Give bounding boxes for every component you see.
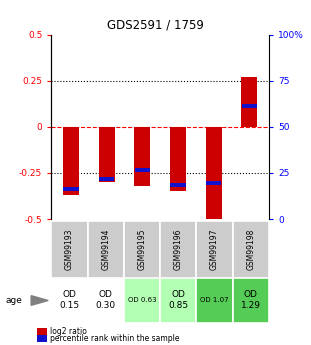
- Text: log2 ratio: log2 ratio: [50, 327, 87, 336]
- FancyBboxPatch shape: [160, 278, 197, 323]
- Text: GSM99197: GSM99197: [210, 228, 219, 270]
- FancyBboxPatch shape: [51, 221, 88, 278]
- Bar: [99, 177, 114, 181]
- FancyBboxPatch shape: [233, 221, 269, 278]
- Bar: [241, 77, 258, 127]
- Text: OD
0.85: OD 0.85: [168, 290, 188, 310]
- Text: age: age: [6, 296, 22, 305]
- FancyBboxPatch shape: [124, 221, 160, 278]
- Bar: [170, 127, 186, 191]
- FancyBboxPatch shape: [88, 221, 124, 278]
- FancyBboxPatch shape: [160, 221, 197, 278]
- Bar: [134, 127, 150, 186]
- FancyBboxPatch shape: [124, 278, 160, 323]
- Bar: [170, 183, 186, 187]
- Bar: [135, 168, 150, 172]
- Bar: [206, 181, 221, 185]
- FancyBboxPatch shape: [88, 278, 124, 323]
- Bar: [63, 127, 79, 195]
- Text: OD 1.07: OD 1.07: [200, 297, 229, 303]
- Text: OD
0.15: OD 0.15: [59, 290, 80, 310]
- Bar: [99, 127, 115, 182]
- Text: GSM99195: GSM99195: [137, 228, 146, 270]
- Text: OD
0.30: OD 0.30: [96, 290, 116, 310]
- Text: percentile rank within the sample: percentile rank within the sample: [50, 334, 179, 343]
- Text: GDS2591 / 1759: GDS2591 / 1759: [107, 19, 204, 32]
- Bar: [37, 335, 47, 342]
- Text: GSM99194: GSM99194: [101, 228, 110, 270]
- Bar: [63, 187, 79, 191]
- Text: OD
1.29: OD 1.29: [241, 290, 261, 310]
- Text: OD 0.63: OD 0.63: [128, 297, 156, 303]
- Text: GSM99198: GSM99198: [246, 229, 255, 270]
- FancyBboxPatch shape: [233, 278, 269, 323]
- Text: GSM99193: GSM99193: [65, 228, 74, 270]
- Text: GSM99196: GSM99196: [174, 228, 183, 270]
- FancyBboxPatch shape: [197, 221, 233, 278]
- FancyBboxPatch shape: [51, 278, 88, 323]
- Bar: [242, 104, 257, 108]
- FancyBboxPatch shape: [197, 278, 233, 323]
- Bar: [37, 328, 47, 335]
- Polygon shape: [31, 296, 48, 305]
- Bar: [206, 127, 222, 219]
